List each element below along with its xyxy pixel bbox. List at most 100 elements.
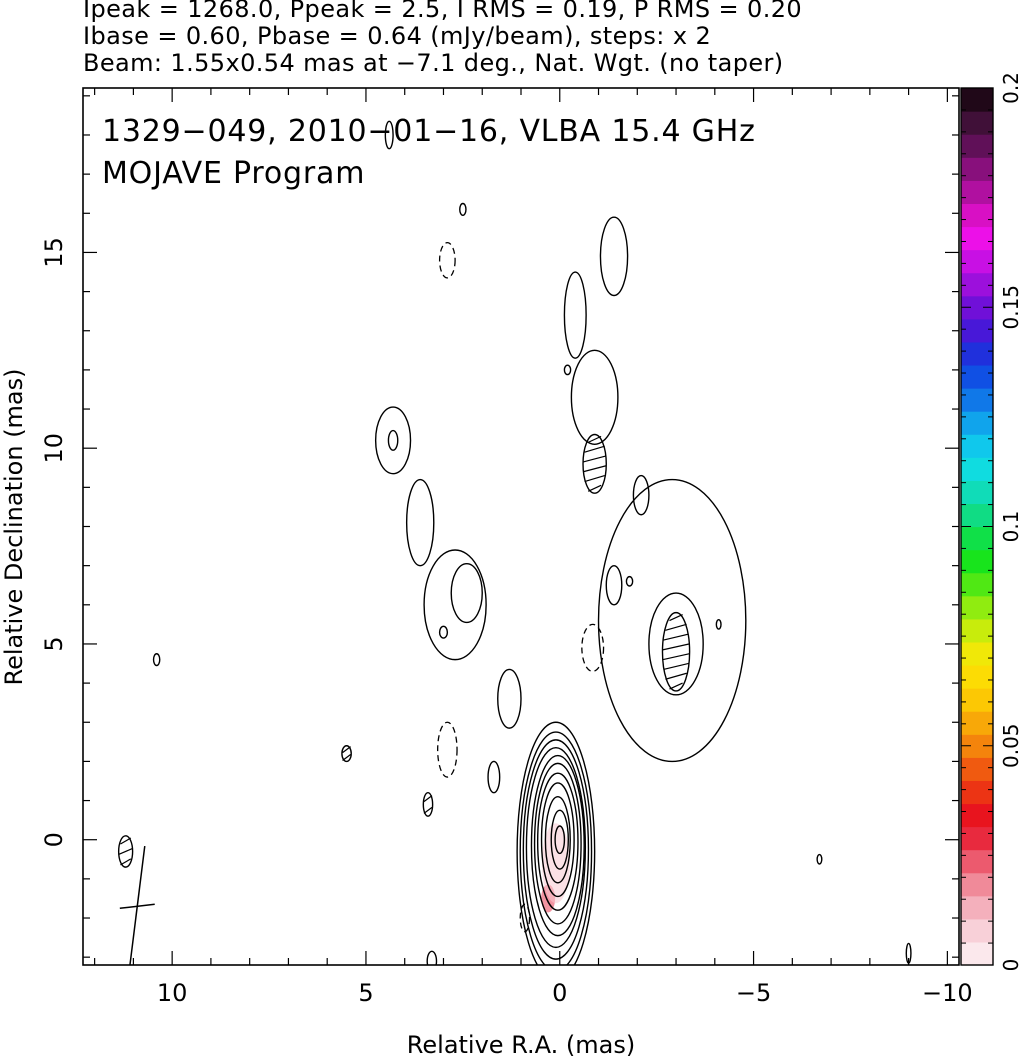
polarization-vector <box>342 746 351 754</box>
jet-contour <box>384 120 394 150</box>
core-contour <box>554 825 566 855</box>
polarization-glow <box>541 823 570 904</box>
colorbar-segment <box>961 388 993 412</box>
colorbar-segment <box>961 272 993 297</box>
jet-contour <box>563 364 572 376</box>
jet-contour <box>582 433 607 494</box>
core-contour <box>519 731 593 965</box>
jet-contour <box>387 429 399 451</box>
y-axis-label: Relative Declination (mas) <box>0 368 28 685</box>
polarization-vector <box>120 858 132 866</box>
jet-contour <box>563 271 587 359</box>
core-contour <box>544 795 571 884</box>
y-tick-label: 10 <box>40 433 68 464</box>
colorbar-tick-label: 0.1 <box>999 511 1022 543</box>
core-contour <box>536 772 579 911</box>
jet-contour <box>426 950 438 965</box>
colorbar-tick-label: 0.05 <box>999 723 1022 768</box>
colorbar-segment <box>961 803 993 828</box>
negative-contour <box>519 903 531 933</box>
x-axis-label: Relative R.A. (mas) <box>407 1031 635 1059</box>
colorbar-segment <box>961 318 993 343</box>
polarization-vector <box>118 847 133 856</box>
jet-contour <box>632 474 650 516</box>
y-tick-label: 0 <box>40 832 68 847</box>
core-contour <box>516 721 596 965</box>
header-stats-line: Ipeak = 1268.0, Ppeak = 2.5, I RMS = 0.1… <box>83 0 803 23</box>
negative-contour <box>437 721 458 778</box>
jet-contour <box>341 745 352 763</box>
polarization-vector <box>583 465 607 473</box>
x-tick-label: −10 <box>922 979 973 1007</box>
jet-contour <box>648 592 704 696</box>
colorbar-tick-label: 0.15 <box>999 285 1022 330</box>
colorbar-segment <box>961 618 993 643</box>
jet-contour <box>715 618 722 630</box>
colorbar-segment <box>961 341 993 366</box>
polarization-vector <box>665 623 687 631</box>
y-tick-label: 15 <box>40 237 68 268</box>
x-tick-label: 0 <box>552 979 567 1007</box>
jet-contour <box>450 562 483 624</box>
colorbar-segment <box>961 872 993 897</box>
polarization-vector <box>662 653 690 661</box>
core-contour <box>522 739 590 960</box>
colorbar-segment <box>961 595 993 620</box>
colorbar-segment <box>961 411 993 435</box>
colorbar-segment <box>961 734 993 758</box>
colorbar-tick-label: 0.2 <box>999 72 1022 104</box>
jet-contour <box>405 478 435 567</box>
colorbar-segment <box>961 711 993 735</box>
jet-contour <box>152 653 161 667</box>
contour-layer <box>117 120 912 965</box>
colorbar-segment <box>961 526 993 551</box>
beam-minor-axis <box>119 903 155 910</box>
polarization-vector <box>662 643 690 651</box>
header-base-line: Ibase = 0.60, Pbase = 0.64 (mJy/beam), s… <box>83 22 712 50</box>
core-contour <box>540 782 575 898</box>
colorbar-tick-label: 0 <box>999 959 1022 972</box>
jet-contour <box>597 478 747 763</box>
y-tick-label: 5 <box>40 636 68 651</box>
colorbar-segment <box>961 434 993 458</box>
colorbar-segment <box>961 480 993 505</box>
colorbar-segment <box>961 134 993 158</box>
colorbar-segment <box>961 157 993 181</box>
colorbar: 0 0.05 0.1 0.15 0.2 <box>960 72 1022 972</box>
core-contour <box>533 762 582 925</box>
colorbar-segment <box>961 895 993 920</box>
jet-contour <box>661 611 691 692</box>
polarization-vector <box>665 672 687 680</box>
plot-title: 1329−049, 2010−01−16, VLBA 15.4 GHz <box>102 114 756 149</box>
jet-contour <box>438 625 449 639</box>
polarization-vector <box>120 837 132 845</box>
polarization-vector <box>423 795 433 803</box>
colorbar-segment <box>961 826 993 851</box>
plot-axes: 10 5 0 −5 −10 0 5 10 15 <box>40 87 973 1007</box>
colorbar-segment <box>961 203 993 228</box>
colorbar-segment <box>961 941 993 966</box>
polarization-vector <box>342 754 351 761</box>
negative-contour <box>581 623 605 673</box>
jet-contour <box>497 668 522 729</box>
jet-contour <box>459 202 467 216</box>
jet-contour <box>605 564 623 606</box>
negative-contour <box>438 241 456 279</box>
x-tick-label: 10 <box>157 979 188 1007</box>
colorbar-segment <box>961 664 993 689</box>
colorbar-segment <box>961 549 993 574</box>
polarization-vector <box>663 662 689 671</box>
core-contour <box>530 754 585 937</box>
colorbar-segment <box>961 503 993 528</box>
core-contour <box>550 809 569 870</box>
jet-contour <box>570 349 619 445</box>
polarization-vector <box>669 682 683 690</box>
colorbar-segment <box>961 780 993 805</box>
core-contour <box>525 747 587 949</box>
colorbar-segment <box>961 226 993 251</box>
colorbar-segment <box>961 918 993 943</box>
colorbar-segment <box>961 295 993 320</box>
colorbar-segment <box>961 180 993 204</box>
colorbar-segment <box>961 641 993 666</box>
colorbar-segment <box>961 849 993 874</box>
